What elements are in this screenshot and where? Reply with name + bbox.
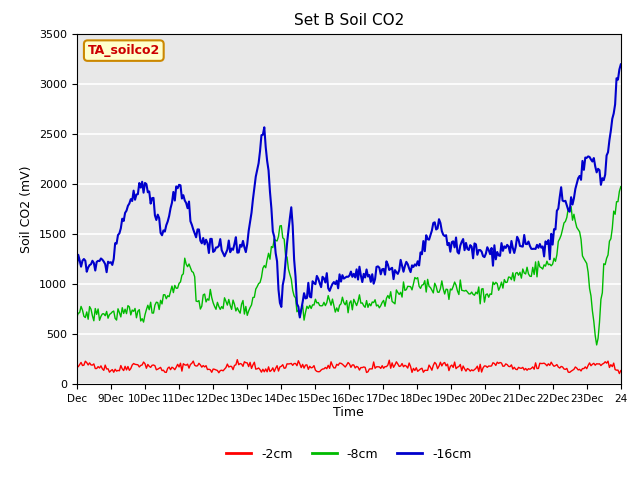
Legend: -2cm, -8cm, -16cm: -2cm, -8cm, -16cm [221, 443, 476, 466]
Text: TA_soilco2: TA_soilco2 [88, 44, 160, 57]
Title: Set B Soil CO2: Set B Soil CO2 [294, 13, 404, 28]
X-axis label: Time: Time [333, 407, 364, 420]
Y-axis label: Soil CO2 (mV): Soil CO2 (mV) [20, 165, 33, 252]
